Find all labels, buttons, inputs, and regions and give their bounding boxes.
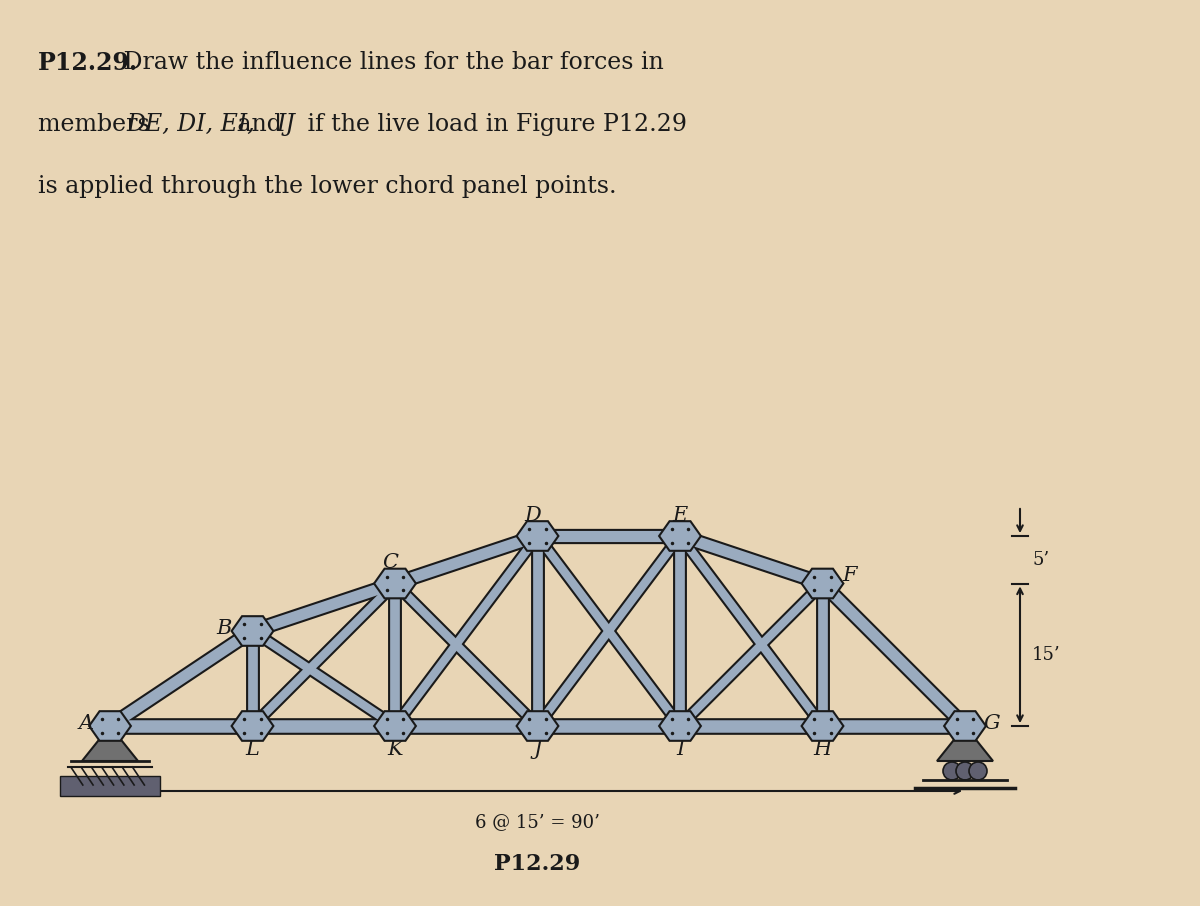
Bar <box>60 776 161 796</box>
Polygon shape <box>802 569 844 598</box>
Text: if the live load in Figure P12.29: if the live load in Figure P12.29 <box>300 113 686 136</box>
Polygon shape <box>517 711 558 741</box>
Text: P12.29.: P12.29. <box>38 51 138 75</box>
Text: E: E <box>672 506 688 525</box>
Text: members: members <box>38 113 157 136</box>
Polygon shape <box>517 521 558 551</box>
Polygon shape <box>374 569 416 598</box>
Polygon shape <box>232 616 274 646</box>
Text: and: and <box>230 113 289 136</box>
Text: 15’: 15’ <box>1032 646 1061 664</box>
Circle shape <box>970 762 988 780</box>
Text: 5’: 5’ <box>1032 551 1049 569</box>
Text: C: C <box>383 553 398 572</box>
Text: F: F <box>842 566 857 585</box>
Text: IJ: IJ <box>276 113 295 136</box>
Text: D: D <box>524 506 541 525</box>
Polygon shape <box>89 711 131 741</box>
Text: DE, DI, EI,: DE, DI, EI, <box>126 113 254 136</box>
Circle shape <box>956 762 974 780</box>
Circle shape <box>943 762 961 780</box>
Polygon shape <box>802 711 844 741</box>
Text: is applied through the lower chord panel points.: is applied through the lower chord panel… <box>38 175 617 198</box>
Text: 6 @ 15’ = 90’: 6 @ 15’ = 90’ <box>475 813 600 831</box>
Polygon shape <box>82 726 138 761</box>
Text: B: B <box>216 619 232 638</box>
Polygon shape <box>659 521 701 551</box>
Polygon shape <box>374 711 416 741</box>
Text: L: L <box>246 740 259 759</box>
Polygon shape <box>937 726 994 761</box>
Text: P12.29: P12.29 <box>494 853 581 875</box>
Polygon shape <box>232 711 274 741</box>
Text: Draw the influence lines for the bar forces in: Draw the influence lines for the bar for… <box>116 51 664 74</box>
Text: K: K <box>388 740 403 759</box>
Text: A: A <box>79 714 94 733</box>
Text: I: I <box>676 740 684 759</box>
Text: H: H <box>814 740 832 759</box>
Text: G: G <box>983 714 1000 733</box>
Polygon shape <box>659 711 701 741</box>
Text: J: J <box>533 740 541 759</box>
Polygon shape <box>944 711 986 741</box>
